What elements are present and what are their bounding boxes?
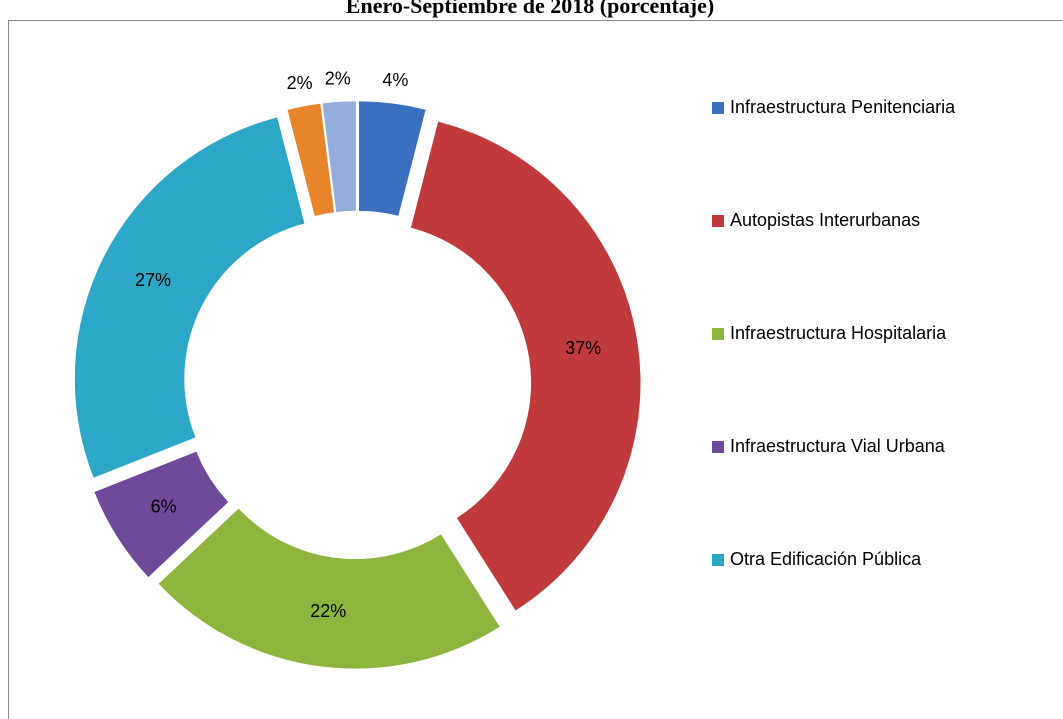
donut-segment bbox=[74, 116, 306, 479]
data-label: 6% bbox=[151, 496, 177, 516]
legend-label: Infraestructura Hospitalaria bbox=[730, 323, 947, 343]
legend-label: Otra Edificación Pública bbox=[730, 549, 922, 569]
legend-swatch bbox=[712, 102, 724, 114]
legend-swatch bbox=[712, 215, 724, 227]
legend-label: Autopistas Interurbanas bbox=[730, 210, 920, 230]
donut-segment bbox=[410, 120, 642, 612]
data-label: 37% bbox=[565, 338, 601, 358]
data-label: 2% bbox=[325, 68, 351, 88]
legend-label: Infraestructura Vial Urbana bbox=[730, 436, 946, 456]
chart-frame bbox=[8, 20, 1063, 719]
chart-title: Enero-Septiembre de 2018 (porcentaje) bbox=[346, 0, 714, 18]
data-label: 27% bbox=[135, 270, 171, 290]
data-label: 22% bbox=[310, 601, 346, 621]
donut-segment bbox=[158, 508, 501, 670]
data-label: 2% bbox=[287, 73, 313, 93]
donut-segment bbox=[358, 100, 427, 217]
legend-swatch bbox=[712, 554, 724, 566]
donut-segment bbox=[286, 103, 335, 217]
donut-segment bbox=[93, 451, 229, 578]
data-label: 4% bbox=[382, 70, 408, 90]
legend-swatch bbox=[712, 441, 724, 453]
legend-swatch bbox=[712, 328, 724, 340]
donut-segment bbox=[322, 100, 357, 213]
legend-label: Infraestructura Penitenciaria bbox=[730, 97, 956, 117]
